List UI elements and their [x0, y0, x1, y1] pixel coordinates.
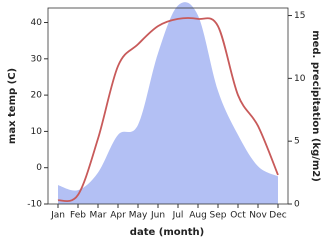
y-tick-label: 20 — [31, 91, 43, 101]
x-axis-title: date (month) — [130, 227, 204, 238]
x-tick-label: Oct — [230, 211, 246, 221]
y-tick-label: 40 — [31, 18, 43, 28]
y2-tick-label: 15 — [294, 11, 305, 21]
x-tick-label: Jan — [50, 211, 65, 221]
x-tick-label: Sep — [210, 211, 227, 221]
y-tick-label: -10 — [27, 200, 42, 210]
x-tick-label: May — [129, 211, 148, 221]
plot-frame — [47, 7, 289, 205]
x-tick-label: Feb — [70, 211, 86, 221]
y-tick-label: 0 — [36, 163, 42, 173]
y2-axis-title: med. precipitation (kg/m2) — [310, 30, 321, 182]
x-tick-label: Jul — [172, 211, 184, 221]
y-tick-label: 10 — [31, 127, 43, 137]
x-tick-label: Apr — [110, 211, 126, 221]
y2-tick-label: 5 — [294, 137, 300, 147]
x-tick-label: Dec — [269, 211, 286, 221]
y-axis-title: max temp (C) — [7, 68, 18, 144]
temperature-line — [57, 17, 279, 203]
x-tick-label: Aug — [189, 211, 207, 221]
y2-tick-label: 0 — [294, 200, 300, 210]
precipitation-area — [58, 2, 278, 205]
x-tick-label: Jun — [150, 211, 165, 221]
y2-tick-label: 10 — [294, 74, 306, 84]
x-tick-label: Mar — [90, 211, 107, 221]
y-tick-label: 30 — [31, 54, 43, 64]
x-tick-label: Nov — [249, 211, 267, 221]
